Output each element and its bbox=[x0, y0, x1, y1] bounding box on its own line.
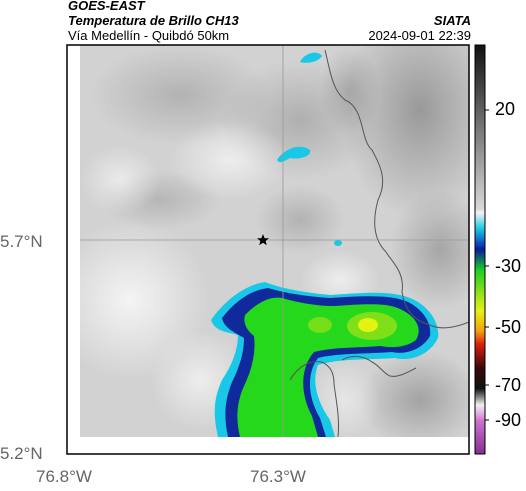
product-title: Temperatura de Brillo CH13 bbox=[68, 13, 239, 28]
lon-tick-label: 76.3°W bbox=[250, 467, 306, 486]
colorbar-label: -90 bbox=[495, 410, 522, 430]
small-cloud-cell bbox=[334, 240, 342, 246]
small-cloud-cell bbox=[300, 52, 322, 63]
timestamp: 2024-09-01 22:39 bbox=[368, 28, 471, 43]
lat-tick-label: 5.2°N bbox=[0, 444, 43, 463]
org-label: SIATA bbox=[433, 13, 471, 28]
colorbar-label: -30 bbox=[495, 256, 522, 276]
border-line bbox=[341, 355, 417, 377]
colorbar-label: -50 bbox=[495, 317, 522, 337]
star-marker bbox=[257, 234, 269, 246]
colorbar bbox=[474, 44, 486, 455]
satellite-name: GOES-EAST bbox=[68, 0, 145, 13]
map-frame bbox=[66, 44, 470, 455]
route-label: Vía Medellín - Quibdó 50km bbox=[68, 28, 230, 43]
border-line bbox=[289, 361, 339, 437]
border-line bbox=[324, 49, 469, 329]
colorbar-label: -70 bbox=[495, 375, 522, 395]
small-cloud-cell bbox=[277, 146, 311, 163]
colorbar-label: 20 bbox=[495, 99, 516, 119]
lon-tick-label: 76.8°W bbox=[36, 467, 92, 486]
lat-tick-label: 5.7°N bbox=[0, 232, 43, 251]
